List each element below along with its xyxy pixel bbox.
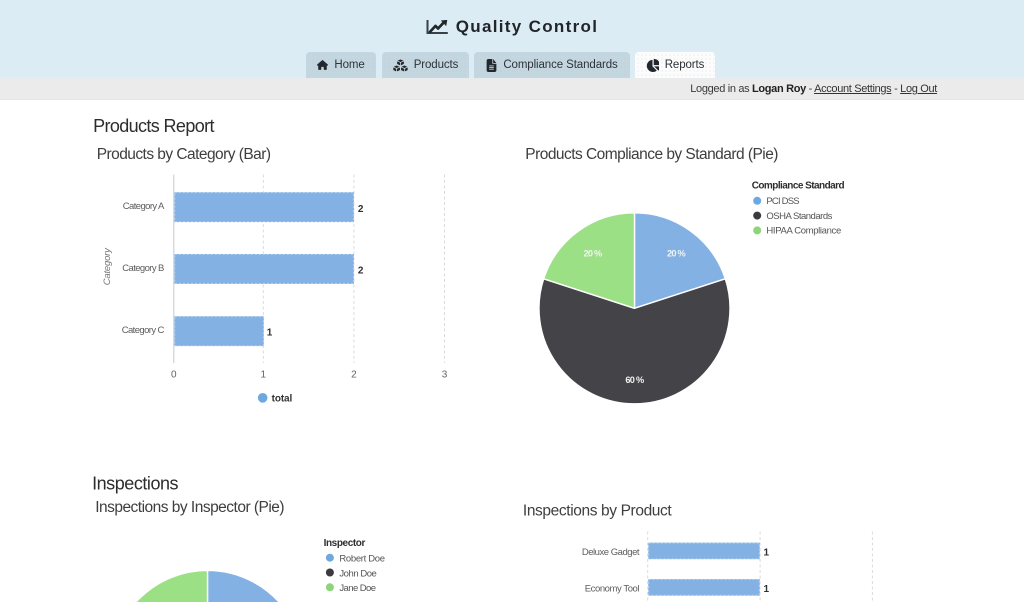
svg-text:1: 1 [764,584,770,595]
svg-text:Products Compliance by Standar: Products Compliance by Standard (Pie) [525,146,778,163]
svg-text:2: 2 [351,370,357,381]
svg-text:Category C: Category C [122,325,165,336]
svg-text:Inspections by Inspector (Pie): Inspections by Inspector (Pie) [95,499,284,516]
svg-text:Category A: Category A [123,201,165,212]
svg-text:20 %: 20 % [667,248,686,258]
svg-text:Category B: Category B [122,263,164,274]
svg-text:1: 1 [261,370,267,381]
svg-text:total: total [272,394,293,405]
svg-text:60 %: 60 % [625,375,644,385]
svg-text:HIPAA Compliance: HIPAA Compliance [766,226,841,237]
svg-text:Deluxe Gadget: Deluxe Gadget [582,547,640,558]
svg-text:Inspections by Product: Inspections by Product [523,502,673,519]
svg-text:John Doe: John Doe [339,568,376,579]
svg-text:2: 2 [358,266,364,277]
svg-text:0: 0 [171,370,177,381]
svg-text:OSHA Standards: OSHA Standards [766,211,832,222]
svg-text:Economy Tool: Economy Tool [585,583,640,594]
svg-text:Inspector: Inspector [324,538,366,549]
svg-text:Robert Doe: Robert Doe [339,554,384,565]
svg-text:20 %: 20 % [584,248,603,258]
svg-text:1: 1 [267,328,273,339]
svg-text:1: 1 [764,547,770,558]
svg-text:PCI DSS: PCI DSS [766,196,799,207]
svg-text:Category: Category [102,247,113,285]
svg-text:2: 2 [358,204,364,215]
svg-text:Products by Category (Bar): Products by Category (Bar) [97,146,271,163]
svg-text:Products Report: Products Report [93,116,214,136]
svg-text:Compliance Standard: Compliance Standard [752,181,845,192]
svg-text:Jane Doe: Jane Doe [339,583,375,594]
svg-text:Inspections: Inspections [92,473,178,493]
svg-text:3: 3 [442,370,448,381]
